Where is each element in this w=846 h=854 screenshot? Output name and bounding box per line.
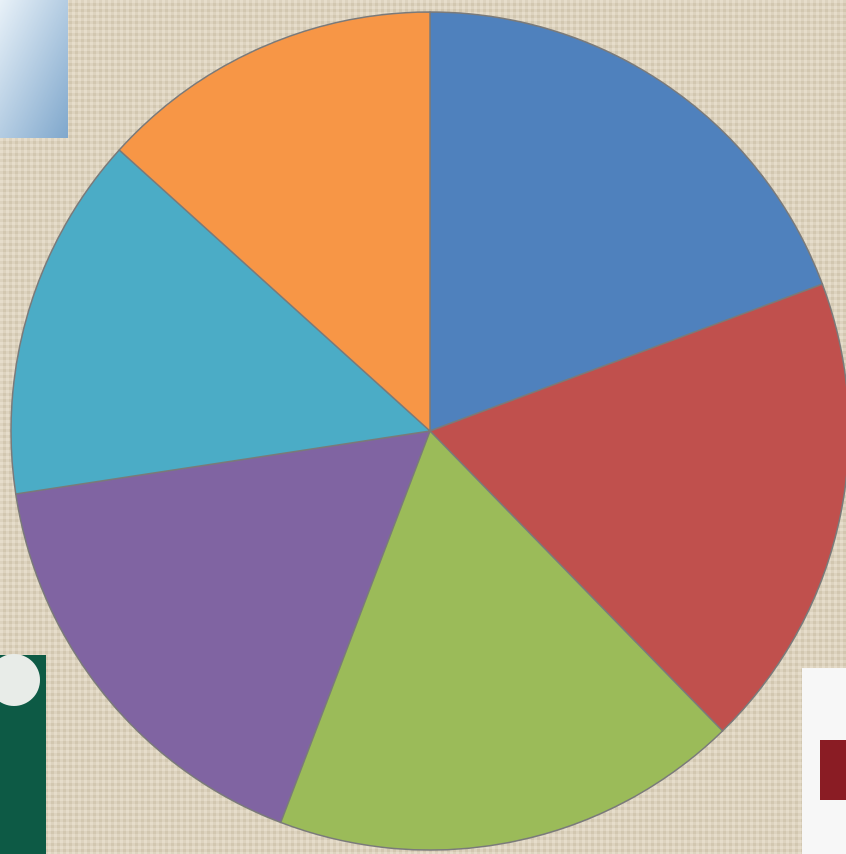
pie-slice <box>279 429 724 851</box>
pie-slice <box>429 11 824 433</box>
clock-face <box>0 654 40 706</box>
pie-slice <box>428 283 846 733</box>
pie-slice <box>118 11 431 433</box>
figure-vest <box>820 740 846 800</box>
pie <box>10 11 846 851</box>
corner-photo <box>0 0 68 138</box>
pie-slice <box>10 148 432 495</box>
pie-slice <box>14 430 432 824</box>
